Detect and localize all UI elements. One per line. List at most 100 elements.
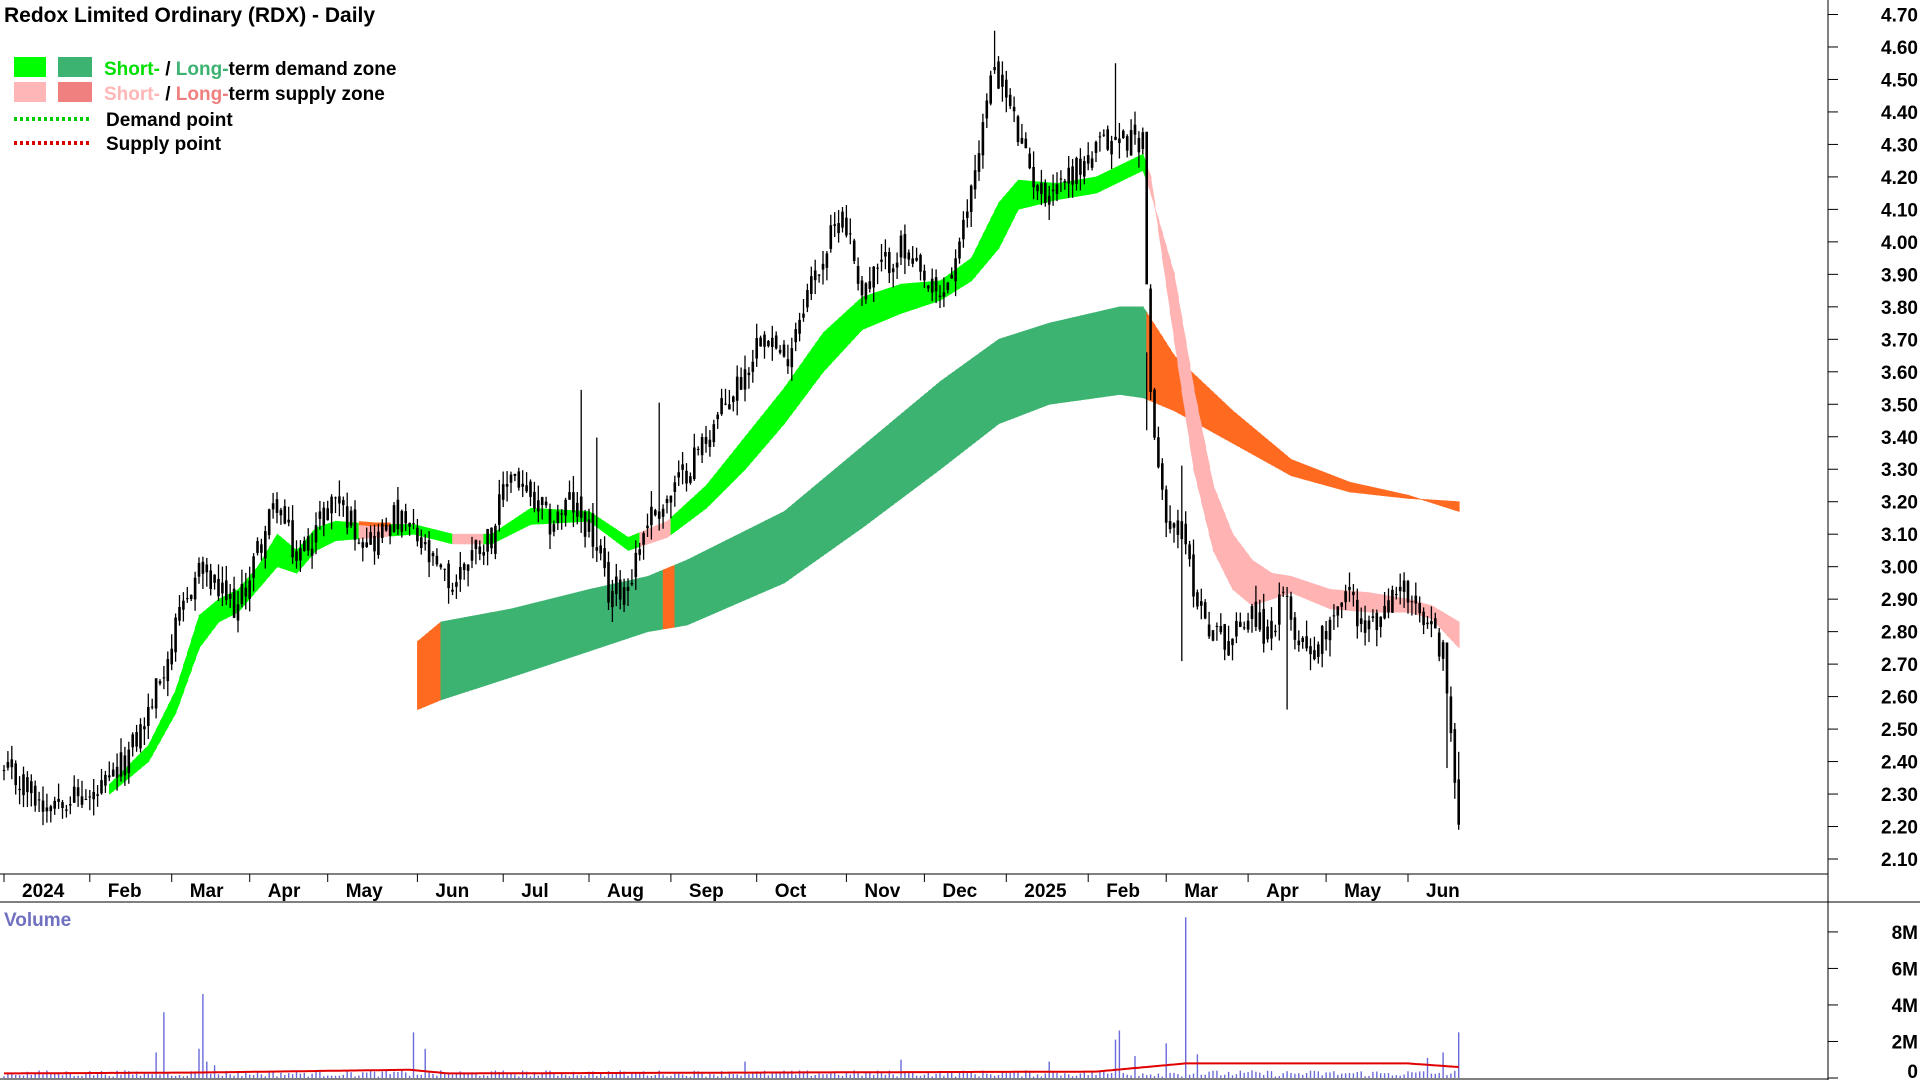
price-bar-body <box>852 240 856 262</box>
long-term-zone-segment <box>986 344 992 434</box>
short-term-zone-segment <box>690 495 696 521</box>
price-bar-body <box>1168 521 1172 530</box>
price-bar-body <box>1285 595 1289 597</box>
price-bar-body <box>911 258 914 264</box>
legend-supply-point: Supply point <box>106 134 222 155</box>
short-term-zone-segment <box>1236 538 1242 597</box>
price-bar-body <box>373 536 376 552</box>
price-bar-body <box>611 590 614 608</box>
short-term-zone-segment <box>1240 543 1246 600</box>
volume-bars <box>3 917 1460 1078</box>
price-bar-body <box>1422 611 1425 626</box>
long-term-zone-segment <box>900 410 906 500</box>
short-term-zone-segment <box>970 249 977 282</box>
price-bar-body <box>1235 620 1238 637</box>
long-term-zone-segment <box>846 455 852 540</box>
price-tick-label: 3.50 <box>1881 395 1918 416</box>
price-bar-body <box>1227 641 1230 656</box>
price-bar-body <box>966 211 969 218</box>
long-term-zone-segment <box>908 403 914 494</box>
price-bar-body <box>295 551 298 561</box>
price-bar-body <box>41 800 45 812</box>
price-tick-label: 4.20 <box>1881 168 1918 189</box>
volume-panel-label: Volume <box>4 910 71 931</box>
price-bar-body <box>673 482 677 492</box>
short-term-zone-segment <box>760 411 766 452</box>
price-bar-body <box>33 785 37 806</box>
long-term-zone-segment <box>947 372 953 464</box>
price-bar-body <box>69 804 72 806</box>
price-bar-body <box>1188 544 1191 560</box>
short-term-zone-segment <box>140 748 146 769</box>
price-bar-body <box>88 796 92 798</box>
price-bar-body <box>306 536 310 551</box>
short-term-zone-segment <box>206 605 212 639</box>
price-tick-label: 3.10 <box>1881 525 1918 546</box>
short-term-zone-segment <box>175 677 181 713</box>
long-term-zone-segment <box>818 478 824 559</box>
short-term-zone-segment <box>183 652 189 692</box>
price-bar-body <box>1106 129 1109 150</box>
short-term-zone-segment <box>799 359 805 404</box>
short-term-zone-segment <box>686 499 692 524</box>
long-term-zone-segment <box>963 361 969 452</box>
long-term-zone-segment <box>814 481 821 562</box>
short-term-zone-segment <box>725 455 731 490</box>
price-bar-body <box>466 564 470 571</box>
short-term-zone-segment <box>1009 183 1016 227</box>
price-bar-body <box>150 706 154 708</box>
long-term-zone-segment <box>916 397 922 488</box>
long-term-zone-segment <box>877 429 883 517</box>
price-bar-body <box>1242 627 1246 629</box>
price-bar-body <box>599 545 602 554</box>
price-bar-body <box>739 377 743 390</box>
short-term-zone-segment <box>779 387 785 430</box>
price-bar-body <box>1305 636 1308 649</box>
short-term-zone-segment <box>846 307 852 348</box>
long-term-zone-segment <box>810 484 817 565</box>
price-bar-body <box>279 509 283 516</box>
price-bar-body <box>1434 618 1437 629</box>
price-bar-body <box>845 217 848 236</box>
price-bar-body <box>1118 138 1121 144</box>
price-bar-body <box>802 313 805 318</box>
long-term-zone-segment <box>982 347 988 437</box>
price-bar-body <box>1137 137 1141 153</box>
price-bar-body <box>1449 696 1453 734</box>
short-term-zone-segment <box>978 233 984 273</box>
time-tick-label: Nov <box>864 881 900 902</box>
price-bar-body <box>291 520 294 558</box>
price-bar-body <box>700 437 704 456</box>
price-bar-body <box>1367 620 1371 630</box>
short-term-zone-segment <box>744 431 750 470</box>
price-bar-body <box>642 533 645 545</box>
price-bar-body <box>1340 602 1343 607</box>
short-term-zone-segment <box>775 392 782 434</box>
short-term-zone-segment <box>752 421 758 461</box>
long-term-zone-segment <box>865 439 871 526</box>
price-bar-body <box>603 548 606 569</box>
short-term-zone-segment <box>830 321 836 365</box>
long-term-zone-segment <box>795 497 801 576</box>
price-tick-label: 2.10 <box>1881 850 1918 871</box>
price-bar-body <box>45 807 49 812</box>
price-tick-label: 2.20 <box>1881 818 1918 839</box>
price-bar-body <box>1281 591 1285 593</box>
short-term-zone-segment <box>803 354 809 399</box>
legend-demand-point: Demand point <box>106 110 233 131</box>
legend-swatch-short-supply <box>14 82 46 102</box>
price-bar-body <box>1047 195 1051 205</box>
short-term-zone-segment <box>748 426 754 466</box>
price-bar-body <box>794 329 797 343</box>
price-bar-body <box>630 582 634 585</box>
legend-swatch-long-demand <box>58 57 92 77</box>
price-bar-body <box>49 806 53 812</box>
price-bar-body <box>981 122 985 156</box>
price-bar-body <box>735 376 739 401</box>
price-bar-body <box>478 546 482 554</box>
price-bar-body <box>197 562 201 577</box>
price-bar-body <box>119 752 123 777</box>
price-bar-body <box>408 522 411 527</box>
price-bar-body <box>560 513 563 515</box>
price-bar-body <box>1430 621 1433 625</box>
